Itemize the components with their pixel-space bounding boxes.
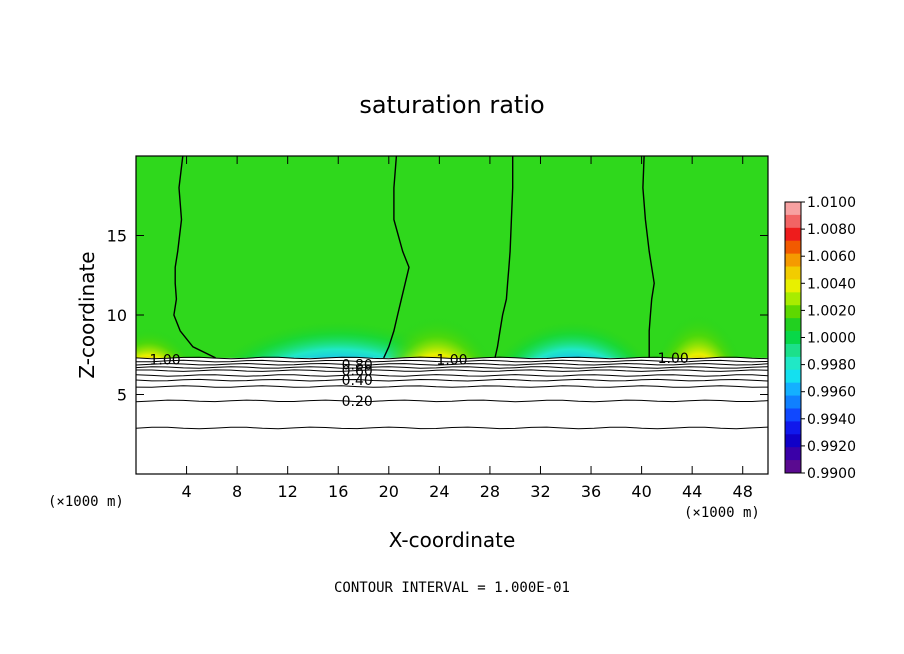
stratified-layer <box>136 357 768 474</box>
colorbar-swatch-0 <box>785 202 801 216</box>
x-tick-label-6: 28 <box>480 482 500 501</box>
contour-label-6: 0.20 <box>342 394 373 410</box>
contour-label-0: 1.00 <box>149 353 180 369</box>
contour-label-3: 0.80 <box>342 357 373 373</box>
horizontal-contour-0 <box>136 356 768 360</box>
colorbar-label-0: 1.0100 <box>807 195 856 211</box>
colorbar-swatch-12 <box>785 356 801 371</box>
chart-title: saturation ratio <box>359 91 544 119</box>
y-axis-label: Z-coordinate <box>75 251 99 378</box>
x-tick-label-10: 44 <box>682 482 702 501</box>
horizontal-contour-4 <box>136 369 768 372</box>
colorbar-swatch-3 <box>785 240 801 255</box>
colorbar-label-6: 0.9980 <box>807 358 856 374</box>
colorbar-label-5: 1.0000 <box>807 331 856 347</box>
colorbar-swatch-20 <box>785 460 801 474</box>
y-tick-label-0: 5 <box>117 386 127 405</box>
horizontal-contour-5 <box>136 374 768 377</box>
x-tick-label-4: 20 <box>379 482 399 501</box>
colorbar-swatch-7 <box>785 292 801 306</box>
colorbar-label-9: 0.9920 <box>807 439 856 455</box>
x-unit-left: (×1000 m) <box>48 494 124 510</box>
saturation-contour-0 <box>173 156 216 359</box>
x-tick-label-11: 48 <box>733 482 753 501</box>
contour-label-5: 0.40 <box>342 373 373 389</box>
colorbar-swatch-19 <box>785 447 801 461</box>
horizontal-contour-6 <box>136 378 768 382</box>
x-tick-label-7: 32 <box>530 482 550 501</box>
contour-label-2: 1.00 <box>658 351 689 367</box>
colorbar-label-1: 1.0080 <box>807 222 856 238</box>
x-tick-label-3: 16 <box>328 482 348 501</box>
contour-label-4: 0.60 <box>342 364 373 380</box>
colorbar-swatch-5 <box>785 266 801 280</box>
colorbar-swatch-11 <box>785 343 801 358</box>
saturation-contour-3 <box>642 156 655 358</box>
horizontal-contour-7 <box>136 385 768 388</box>
colorbar-swatch-17 <box>785 421 801 435</box>
x-axis-label: X-coordinate <box>389 528 516 552</box>
x-tick-label-0: 4 <box>181 482 191 501</box>
colorbar: 1.0100 1.0080 1.0060 1.0040 1.0020 1.0000 0.99… <box>784 195 856 482</box>
colorbar-swatch-14 <box>785 382 801 396</box>
horizontal-contour-2 <box>136 362 768 366</box>
horizontal-contour-9 <box>136 426 768 430</box>
contour-interval-note: CONTOUR INTERVAL = 1.000E-01 <box>334 580 570 596</box>
colorbar-swatch-4 <box>785 253 801 267</box>
colorbar-label-8: 0.9940 <box>807 412 856 428</box>
horizontal-contour-8 <box>136 399 768 403</box>
colorbar-swatch-10 <box>785 331 801 345</box>
x-unit-right: (×1000 m) <box>684 505 760 521</box>
colorbar-swatch-16 <box>785 408 801 422</box>
colorbar-label-2: 1.0060 <box>807 249 856 265</box>
colorbar-label-10: 0.9900 <box>807 466 856 482</box>
plot-area <box>136 156 768 474</box>
x-tick-label-5: 24 <box>429 482 449 501</box>
colorbar-swatch-8 <box>785 305 801 319</box>
colorbar-label-7: 0.9960 <box>807 385 856 401</box>
contour-label-1: 1.00 <box>436 353 467 369</box>
colorbar-swatch-2 <box>785 227 801 242</box>
x-axis: 4 8 12 16 20 24 28 32 36 40 44 48 <box>181 156 753 501</box>
x-tick-label-1: 8 <box>232 482 242 501</box>
colorbar-swatch-1 <box>785 214 801 229</box>
colorbar-swatch-18 <box>785 434 801 448</box>
horizontal-contour-1 <box>136 359 768 363</box>
colorbar-label-3: 1.0040 <box>807 276 856 292</box>
y-axis: 5 10 15 <box>107 227 768 405</box>
colorbar-swatch-15 <box>785 395 801 409</box>
x-tick-label-8: 36 <box>581 482 601 501</box>
colorbar-swatch-9 <box>785 318 801 332</box>
y-tick-label-1: 10 <box>107 306 127 325</box>
y-tick-label-2: 15 <box>107 227 127 246</box>
saturation-contour-2 <box>494 156 514 359</box>
x-tick-label-9: 40 <box>631 482 651 501</box>
colorbar-swatch-13 <box>785 369 801 384</box>
colorbar-swatch-6 <box>785 279 801 293</box>
x-tick-label-2: 12 <box>278 482 298 501</box>
colorbar-label-4: 1.0020 <box>807 303 856 319</box>
horizontal-contour-3 <box>136 366 768 369</box>
saturation-contour-1 <box>383 156 410 359</box>
